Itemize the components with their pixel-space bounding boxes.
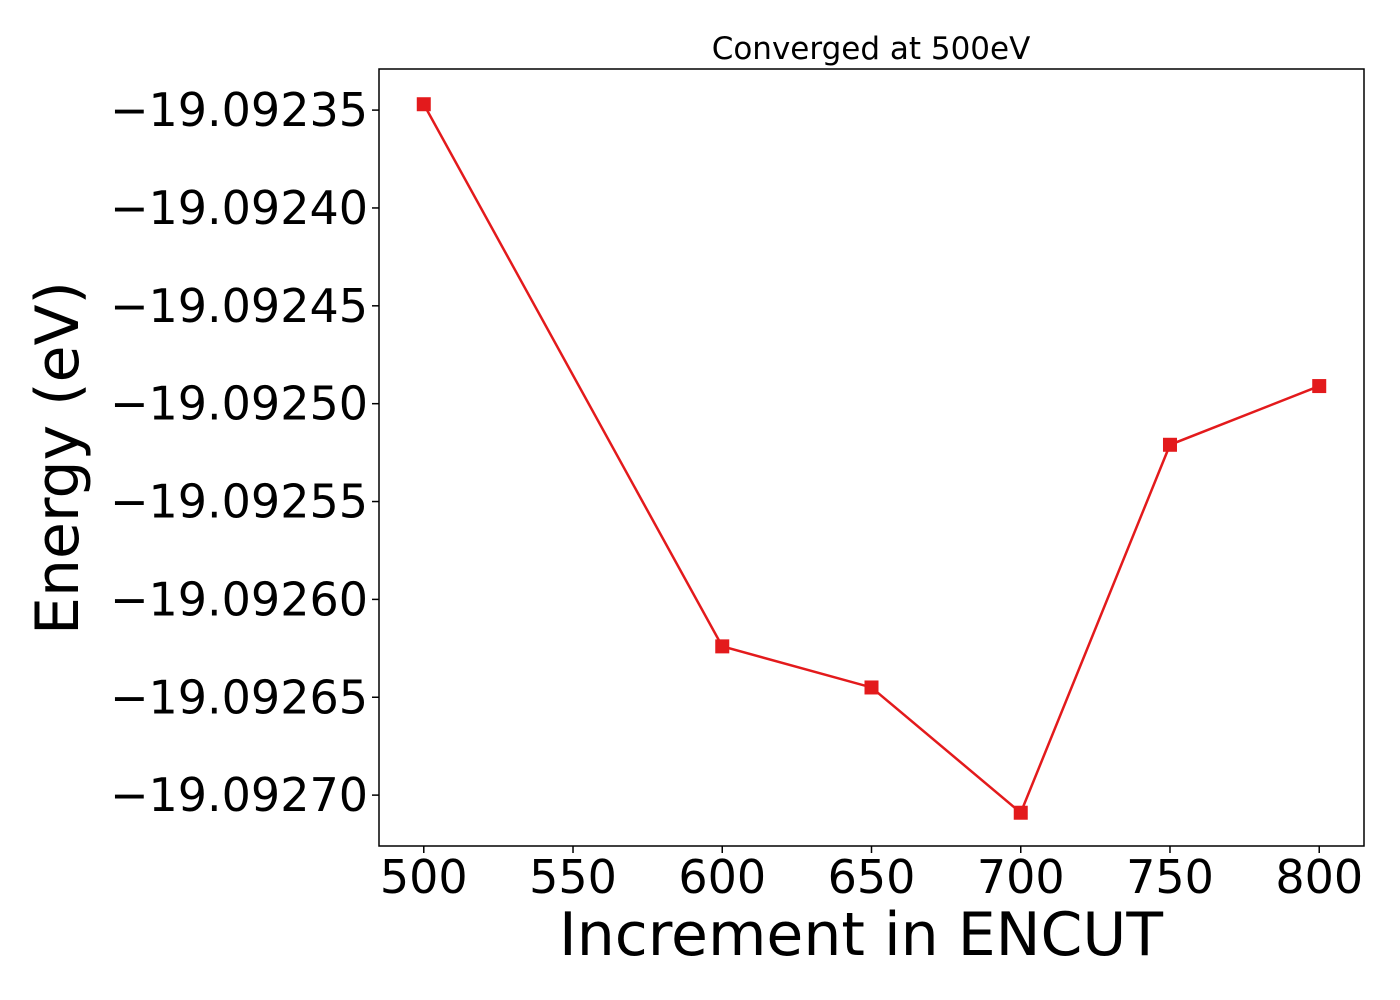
x-tick-label: 550 (529, 850, 617, 904)
x-tick-label: 700 (977, 850, 1065, 904)
y-tick-label: −19.09240 (110, 181, 368, 235)
x-axis-label: Increment in ENCUT (559, 900, 1163, 970)
data-point-marker (1312, 379, 1327, 394)
x-tick-label: 500 (380, 850, 468, 904)
y-axis-label: Energy (eV) (23, 281, 93, 635)
data-point-marker (416, 97, 431, 112)
y-tick-label: −19.09265 (110, 670, 368, 724)
x-axis-ticks: 500 550 600 650 700 750 800 (380, 846, 1363, 904)
chart-title: Converged at 500eV (712, 31, 1031, 67)
y-tick-label: −19.09235 (110, 83, 368, 137)
y-tick-label: −19.09260 (110, 572, 368, 626)
data-point-marker (715, 639, 730, 654)
series-layer (416, 97, 1327, 820)
data-point-marker (1162, 437, 1177, 452)
y-tick-label: −19.09250 (110, 377, 368, 431)
x-tick-label: 650 (828, 850, 916, 904)
y-tick-label: −19.09245 (110, 279, 368, 333)
y-tick-label: −19.09270 (110, 768, 368, 822)
y-tick-label: −19.09255 (110, 475, 368, 529)
x-tick-label: 800 (1275, 850, 1363, 904)
series-line (422, 103, 1320, 815)
x-tick-label: 600 (678, 850, 766, 904)
plot-frame (378, 68, 1365, 847)
y-axis-ticks: −19.09235 −19.09240 −19.09245 −19.09250 −19.… (110, 83, 379, 822)
data-point-marker (1013, 805, 1028, 820)
data-point-marker (864, 680, 879, 695)
x-tick-label: 750 (1126, 850, 1214, 904)
